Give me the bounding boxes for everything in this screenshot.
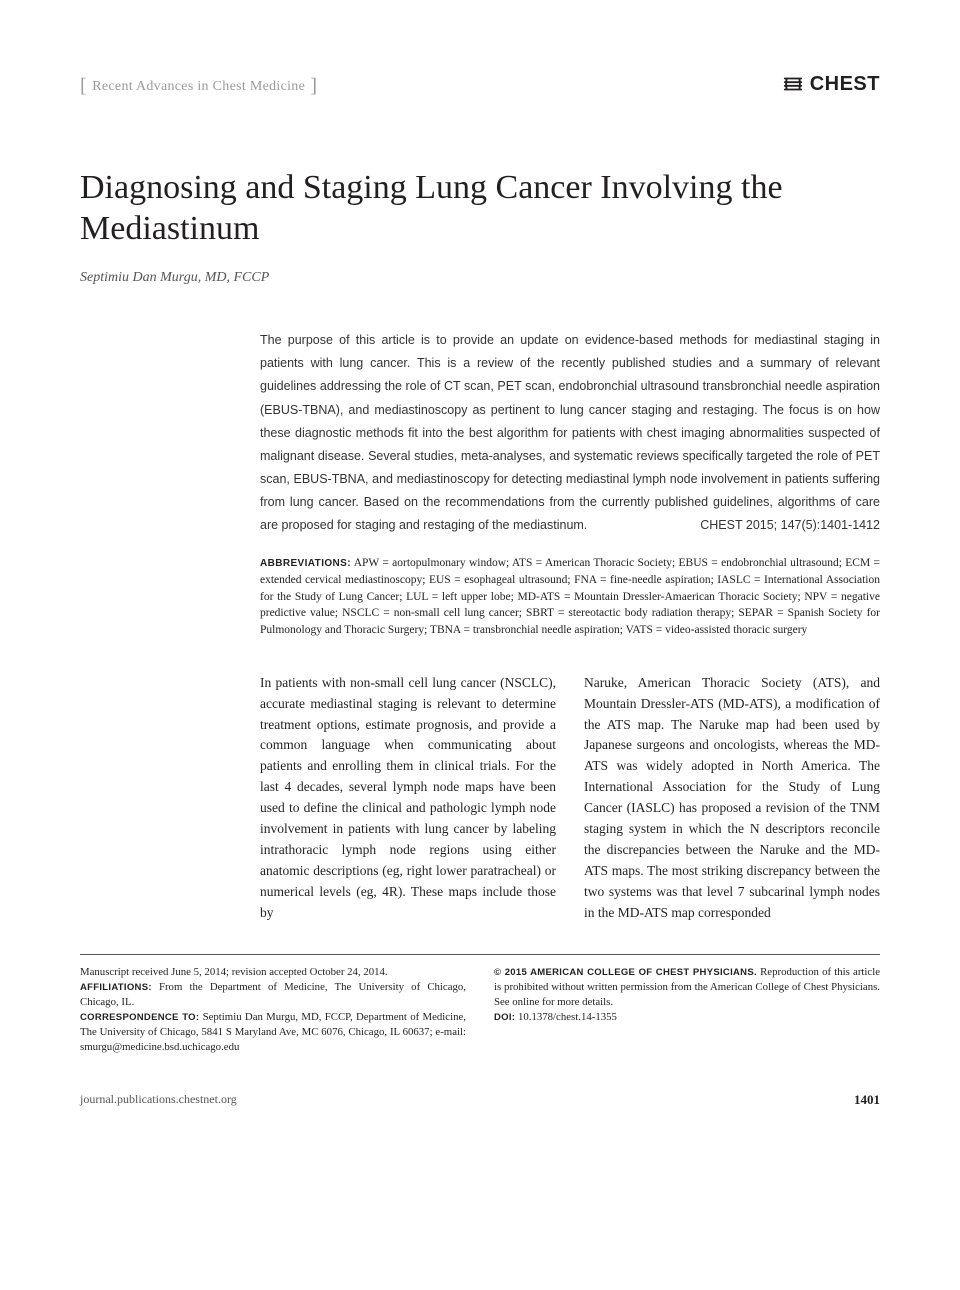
copyright-label: © 2015 AMERICAN COLLEGE OF CHEST PHYSICI… (494, 967, 757, 978)
article-author: Septimiu Dan Murgu, MD, FCCP (80, 268, 880, 288)
body-column-right: Naruke, American Thoracic Society (ATS),… (584, 673, 880, 924)
abstract-body: The purpose of this article is to provid… (260, 333, 880, 532)
article-title: Diagnosing and Staging Lung Cancer Invol… (80, 168, 880, 250)
footer-divider (80, 954, 880, 955)
page-footer: journal.publications.chestnet.org 1401 (80, 1091, 880, 1109)
brand-text: CHEST (810, 70, 880, 98)
doi-label: DOI: (494, 1012, 515, 1023)
body-column-left: In patients with non-small cell lung can… (260, 673, 556, 924)
body-columns: In patients with non-small cell lung can… (260, 673, 880, 924)
footer-column-right: © 2015 AMERICAN COLLEGE OF CHEST PHYSICI… (494, 965, 880, 1056)
section-label: Recent Advances in Chest Medicine (80, 70, 317, 98)
doi-value: 10.1378/chest.14-1355 (518, 1011, 617, 1023)
journal-brand: CHEST (782, 70, 880, 98)
page-number: 1401 (854, 1091, 880, 1109)
footer-columns: Manuscript received June 5, 2014; revisi… (80, 965, 880, 1056)
page-header: Recent Advances in Chest Medicine CHEST (80, 70, 880, 98)
affiliations-label: AFFILIATIONS: (80, 982, 152, 993)
abbreviations-label: ABBREVIATIONS: (260, 558, 351, 569)
citation: CHEST 2015; 147(5):1401-1412 (700, 514, 880, 537)
abbreviations-text: APW = aortopulmonary window; ATS = Ameri… (260, 557, 880, 636)
abbreviations-block: ABBREVIATIONS: APW = aortopulmonary wind… (260, 555, 880, 638)
manuscript-dates: Manuscript received June 5, 2014; revisi… (80, 966, 388, 978)
footer-column-left: Manuscript received June 5, 2014; revisi… (80, 965, 466, 1056)
chest-logo-icon (782, 73, 804, 95)
journal-url: journal.publications.chestnet.org (80, 1091, 237, 1109)
correspondence-label: CORRESPONDENCE TO: (80, 1012, 199, 1023)
abstract-text: The purpose of this article is to provid… (260, 329, 880, 537)
abstract-block: The purpose of this article is to provid… (260, 329, 880, 537)
